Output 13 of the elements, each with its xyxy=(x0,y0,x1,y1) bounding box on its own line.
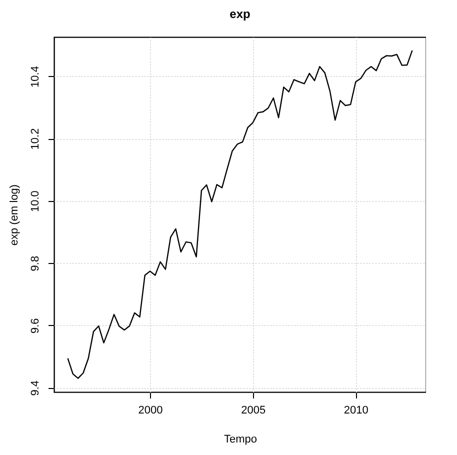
x-tick-label: 2010 xyxy=(344,404,368,416)
x-tick-label: 2005 xyxy=(241,404,266,416)
y-tick-label: 10.0 xyxy=(30,190,42,212)
y-tick-label: 9.4 xyxy=(30,380,42,396)
y-axis-title: exp (em log) xyxy=(8,184,20,246)
y-tick-label: 9.8 xyxy=(30,256,42,272)
y-tick-label: 10.4 xyxy=(30,66,42,88)
x-axis-title: Tempo xyxy=(224,434,258,446)
chart-title: exp xyxy=(230,7,250,21)
y-tick-label: 9.6 xyxy=(30,318,42,334)
x-tick-label: 2000 xyxy=(138,404,163,416)
y-tick-label: 10.2 xyxy=(30,128,42,150)
line-series xyxy=(67,50,413,379)
